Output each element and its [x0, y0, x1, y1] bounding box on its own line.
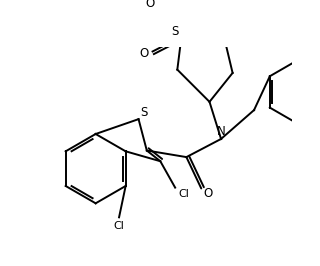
Text: O: O — [140, 47, 149, 60]
Text: Cl: Cl — [114, 221, 124, 231]
Text: S: S — [140, 106, 147, 119]
Text: S: S — [171, 25, 179, 38]
Text: O: O — [146, 0, 155, 10]
Text: N: N — [217, 125, 225, 138]
Text: Cl: Cl — [178, 189, 189, 199]
Text: O: O — [203, 187, 212, 200]
